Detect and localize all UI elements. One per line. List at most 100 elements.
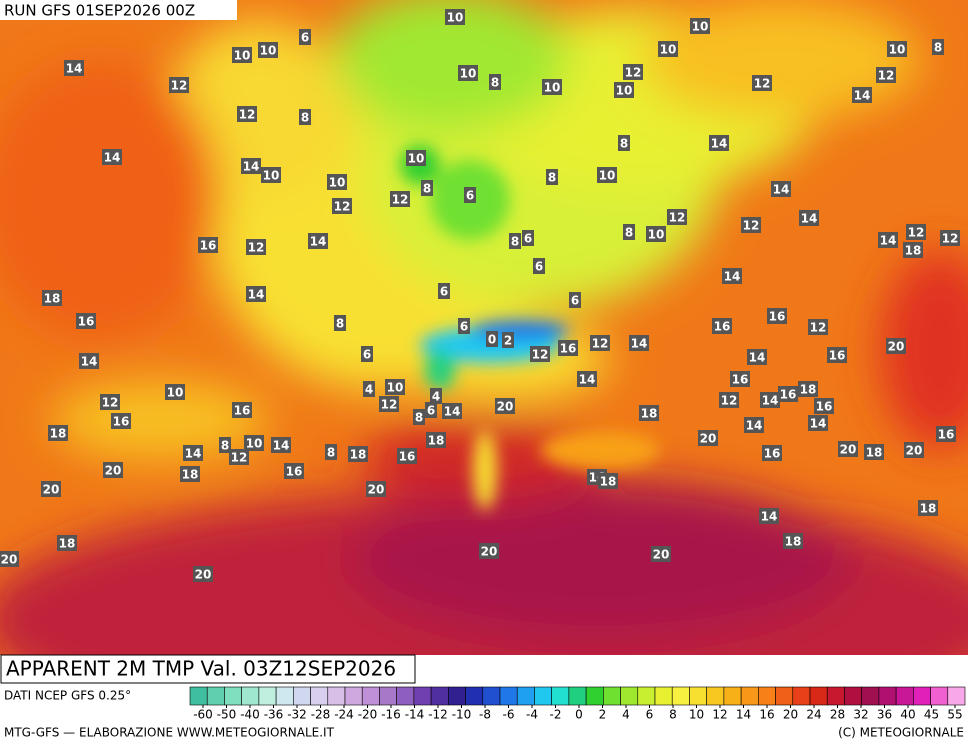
value-label: 16 [200,239,217,253]
label-box [169,77,189,93]
tick-label: -10 [452,708,472,722]
tick-label: 40 [900,708,915,722]
label-box [100,394,120,410]
color-swatch [568,686,587,706]
value-label: 16 [769,310,786,324]
color-swatch [947,686,966,706]
label-box [783,533,803,549]
value-label: 12 [721,394,738,408]
label-box [57,535,77,551]
value-label: 8 [620,137,628,151]
value-label: 14 [761,510,778,524]
value-label: 16 [399,450,416,464]
label-box [361,346,373,362]
label-box [762,445,782,461]
value-label: 20 [888,340,905,354]
label-box [646,226,666,242]
value-label: 18 [350,448,367,462]
value-label: 20 [368,483,385,497]
value-label: 18 [905,244,922,258]
color-swatch [465,686,484,706]
value-label: 14 [746,419,763,433]
label-box [778,386,798,402]
tick-label: -20 [358,708,378,722]
value-label: 12 [810,321,827,335]
run-text: RUN GFS 01SEP2026 00Z [4,2,195,20]
run-box [0,0,237,20]
color-swatch [482,686,501,706]
value-label: 6 [571,294,579,308]
value-label: 16 [714,320,731,334]
label-box [878,232,898,248]
value-label: 12 [754,77,771,91]
label-box [667,209,687,225]
value-label: 12 [239,108,256,122]
value-label: 8 [548,171,556,185]
tick-label: -40 [240,708,260,722]
tick-label: 6 [646,708,654,722]
label-box [759,508,779,524]
colorbar: -60 -50 -40 -36 -32 -28 -24 -20 -16 -14 -12 -10 -8 -6… [189,686,966,722]
label-box [771,181,791,197]
label-box [712,318,732,334]
value-label: 8 [491,76,499,90]
tick-label: -28 [311,708,331,722]
label-box [421,180,433,196]
color-swatch [258,686,277,706]
value-label: 16 [286,465,303,479]
label-box [193,566,213,582]
label-box [390,191,410,207]
label-box [886,338,906,354]
value-label: 8 [423,182,431,196]
label-box [64,60,84,76]
value-label: 14 [724,270,741,284]
label-box [413,409,425,425]
value-label: 6 [440,285,448,299]
label-box [425,402,437,418]
label-box [458,65,478,81]
color-swatch [809,686,828,706]
value-label: 4 [365,383,373,397]
color-swatch [671,686,690,706]
tick-label: 14 [736,708,751,722]
label-box [509,233,521,249]
value-label: 18 [59,537,76,551]
tick-label: -16 [381,708,401,722]
label-box [284,463,304,479]
label-box [495,398,515,414]
tick-label: 28 [830,708,845,722]
value-label: 14 [444,405,461,419]
value-label: 6 [524,232,532,246]
value-label: 18 [182,468,199,482]
tick-label: -60 [193,708,213,722]
color-swatch [861,686,880,706]
color-swatch [637,686,656,706]
label-box [219,437,231,453]
label-box [814,398,834,414]
label-box [533,258,545,274]
value-label: 16 [938,428,955,442]
tick-label: 36 [877,708,892,722]
color-swatch [654,686,673,706]
label-box [308,233,328,249]
credit-text: MTG-GFS — ELABORAZIONE WWW.METEOGIORNALE… [4,726,335,740]
value-label: 18 [50,427,67,441]
value-label: 20 [840,443,857,457]
value-label: 16 [113,415,130,429]
title-box [0,654,416,684]
label-box [698,430,718,446]
label-box [618,135,630,151]
value-label: 6 [363,348,371,362]
value-label: 14 [749,351,766,365]
value-label: 14 [762,394,779,408]
tick-label: 55 [947,708,962,722]
label-box [658,41,678,57]
color-swatch [878,686,897,706]
color-swatch [310,686,329,706]
value-label: 14 [66,62,83,76]
value-label: 10 [167,386,184,400]
value-label: 8 [327,446,335,460]
value-label: 14 [854,89,871,103]
label-box [569,292,581,308]
